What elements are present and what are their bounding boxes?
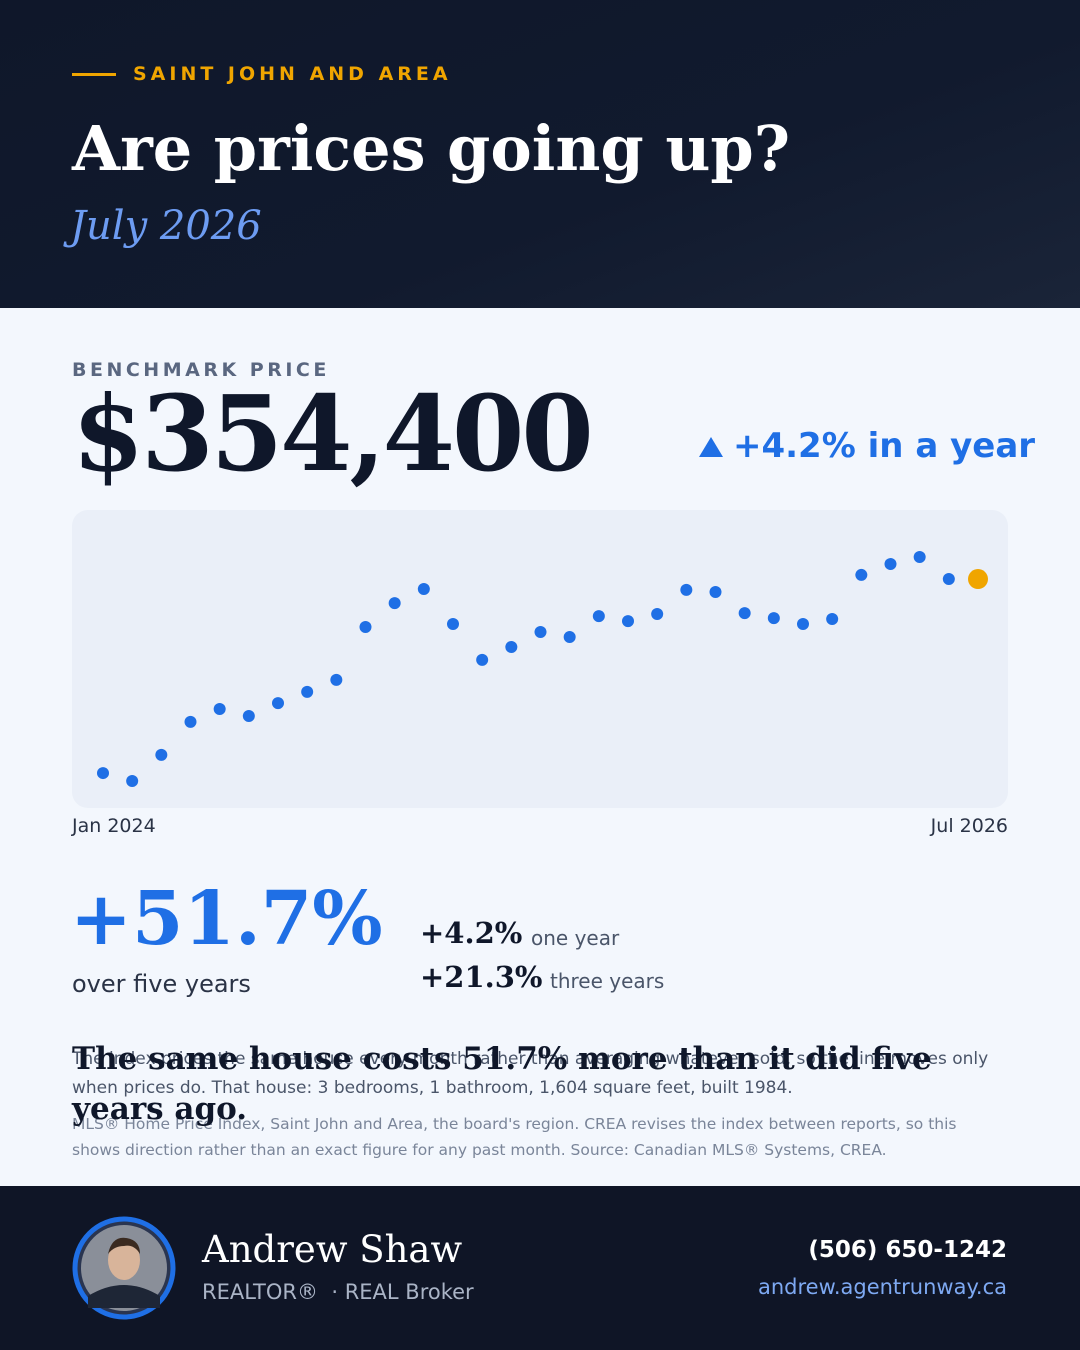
- phone[interactable]: (506) 650-1242: [808, 1237, 1007, 1263]
- dot: [126, 775, 139, 787]
- dot: [534, 625, 547, 638]
- agent-title-text: REALTOR®: [202, 1280, 318, 1304]
- dot: [330, 673, 343, 686]
- dot: [476, 653, 489, 666]
- dot: [592, 610, 605, 623]
- header: [0, 0, 1080, 308]
- x-end-label: Jul 2026: [930, 815, 1008, 837]
- change: +4.2% in a year: [733, 426, 1036, 466]
- dot: [417, 583, 430, 596]
- accent-line: [72, 73, 116, 76]
- dot: [826, 613, 839, 626]
- main-stat: +51.7%: [70, 876, 383, 962]
- website[interactable]: andrew.agentrunway.ca: [757, 1275, 1007, 1299]
- dot: [97, 767, 109, 780]
- footer: [0, 1186, 1080, 1350]
- dot: [242, 710, 255, 723]
- dot: [651, 608, 664, 621]
- title: Are prices going up?: [72, 112, 791, 185]
- dot: [884, 558, 897, 571]
- dot: [301, 685, 314, 698]
- agent-broker: · REAL Broker: [331, 1280, 474, 1304]
- headline: The same house costs 51.7% more than it …: [72, 1041, 932, 1127]
- price: $354,400: [72, 372, 594, 495]
- up-arrow: [699, 437, 723, 457]
- subtitle: July 2026: [70, 203, 262, 249]
- avatar: [72, 1216, 176, 1320]
- dot: [913, 551, 926, 563]
- dot: [359, 620, 372, 633]
- dot: [709, 585, 722, 598]
- stat-value: +21.3%: [420, 960, 543, 994]
- note: The index prices the same house every mo…: [72, 1049, 989, 1098]
- stat-label: one year: [531, 926, 620, 950]
- dot: [797, 618, 809, 631]
- dot: [447, 618, 459, 631]
- chart-background: [72, 510, 1008, 808]
- eyebrow: SAINT JOHN AND AREA: [133, 63, 452, 85]
- dot: [680, 583, 693, 596]
- dot: [505, 640, 518, 653]
- dot: [272, 697, 284, 710]
- dot: [184, 715, 197, 728]
- chart: [72, 510, 1008, 808]
- main-stat-label: over five years: [72, 970, 251, 998]
- dot: [767, 612, 780, 625]
- stat-value: +4.2%: [420, 916, 523, 950]
- benchmark-label: BENCHMARK PRICE: [72, 359, 330, 381]
- dot: [155, 748, 168, 761]
- dot: [213, 702, 226, 715]
- dot: [622, 615, 634, 628]
- agent-name: Andrew Shaw: [202, 1228, 463, 1271]
- stat-label: three years: [550, 969, 665, 993]
- dot: [388, 597, 401, 610]
- dot: [942, 573, 955, 586]
- agent-title: REALTOR® · REAL Broker: [202, 1280, 474, 1304]
- dot: [738, 607, 751, 620]
- highlight-dot: [968, 569, 988, 590]
- dot: [855, 568, 868, 581]
- x-start-label: Jan 2024: [72, 815, 156, 837]
- source: MLS® Home Price Index, Saint John and Ar…: [72, 1115, 957, 1159]
- dot: [563, 630, 576, 643]
